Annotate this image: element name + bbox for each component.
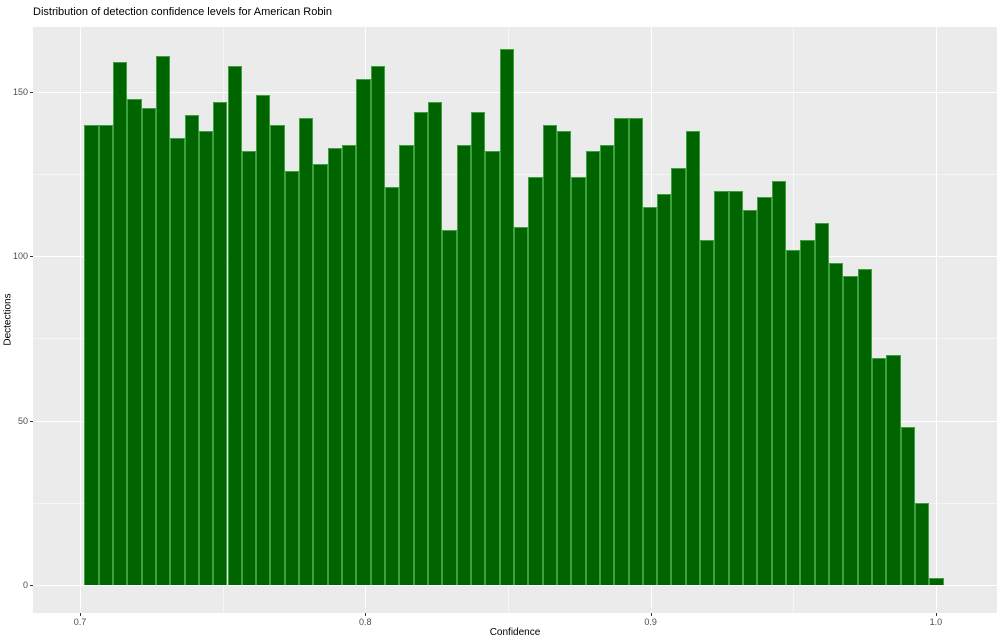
histogram-bar: [84, 124, 99, 585]
histogram-bar: [871, 358, 887, 585]
histogram-bar: [757, 197, 772, 585]
histogram-bar: [900, 427, 915, 585]
x-tick-mark: [80, 613, 81, 616]
histogram-bar: [342, 144, 357, 585]
y-tick-label: 100: [12, 251, 28, 262]
histogram-bar: [299, 118, 314, 585]
histogram-bar: [155, 55, 171, 585]
histogram-bar: [614, 118, 629, 585]
histogram-bar: [528, 177, 543, 585]
histogram-bar: [685, 131, 701, 585]
histogram-bar: [642, 206, 658, 585]
histogram-bar: [170, 137, 185, 585]
histogram-bar: [413, 111, 428, 585]
x-tick-label: 0.9: [644, 617, 657, 627]
histogram-bar: [127, 98, 142, 585]
histogram-bar: [571, 177, 586, 585]
histogram-bar: [556, 131, 572, 585]
histogram-bar: [356, 78, 371, 585]
y-tick-mark: [30, 91, 33, 93]
histogram-bar: [184, 114, 199, 585]
histogram-bar: [442, 230, 457, 585]
histogram-bar: [786, 249, 801, 585]
histogram-bar: [585, 151, 600, 585]
y-axis-title: Dectections: [2, 293, 14, 346]
histogram-bar: [456, 144, 471, 585]
histogram-bar: [241, 151, 257, 585]
histogram-bar: [914, 502, 930, 585]
histogram-bar: [929, 578, 944, 585]
chart-title: Distribution of detection confidence lev…: [33, 6, 332, 18]
histogram-bar: [513, 226, 529, 585]
histogram-bar: [743, 210, 758, 585]
y-tick-label: 50: [17, 415, 28, 426]
histogram-bar: [728, 190, 744, 585]
x-major-gridline: [935, 27, 937, 613]
histogram-bar: [814, 223, 830, 585]
histogram-bar: [657, 193, 672, 585]
histogram-bar: [499, 49, 514, 585]
histogram-bar: [485, 151, 500, 585]
x-tick-label: 0.8: [359, 617, 372, 627]
histogram-bar: [256, 95, 271, 585]
y-tick-label: 150: [12, 86, 28, 97]
y-tick-mark: [30, 420, 33, 422]
histogram-bar: [599, 144, 615, 585]
histogram-bar: [98, 124, 113, 585]
histogram-bar: [270, 124, 285, 585]
histogram-bar: [370, 65, 386, 585]
histogram-bar: [313, 164, 328, 585]
y-minor-gridline: [33, 174, 997, 176]
y-tick-mark: [30, 585, 33, 586]
histogram-bar: [671, 167, 686, 585]
histogram-bar: [542, 124, 557, 585]
histogram-bar: [800, 239, 815, 585]
histogram-bar: [470, 111, 486, 585]
histogram-bar: [714, 190, 729, 585]
histogram-bar: [857, 269, 872, 585]
histogram-bar: [112, 62, 128, 585]
x-tick-mark: [650, 613, 652, 616]
histogram-bar: [428, 101, 443, 585]
histogram-bar: [198, 131, 214, 585]
x-tick-label: 0.7: [73, 617, 87, 627]
y-tick-label: 0: [22, 580, 28, 590]
y-tick-mark: [30, 256, 33, 258]
x-axis-title: Confidence: [489, 627, 541, 638]
x-tick-mark: [935, 613, 937, 616]
histogram-bar: [628, 118, 643, 585]
y-major-gridline: [33, 585, 997, 586]
histogram-bar: [700, 239, 715, 585]
x-tick-mark: [365, 613, 367, 616]
histogram-bar: [227, 65, 242, 585]
x-tick-label: 1.0: [929, 617, 943, 627]
histogram-bar: [327, 147, 343, 585]
histogram-bar: [886, 354, 901, 585]
histogram-bar: [771, 180, 787, 585]
histogram-bar: [141, 108, 156, 585]
histogram-bar: [843, 276, 858, 585]
histogram-bar: [829, 262, 844, 585]
histogram-bar: [385, 187, 400, 585]
plot-panel: [33, 27, 997, 613]
histogram-bar: [284, 170, 300, 585]
histogram-bar: [213, 101, 228, 585]
histogram-bar: [399, 144, 414, 585]
y-major-gridline: [33, 91, 997, 93]
x-major-gridline: [80, 27, 81, 613]
